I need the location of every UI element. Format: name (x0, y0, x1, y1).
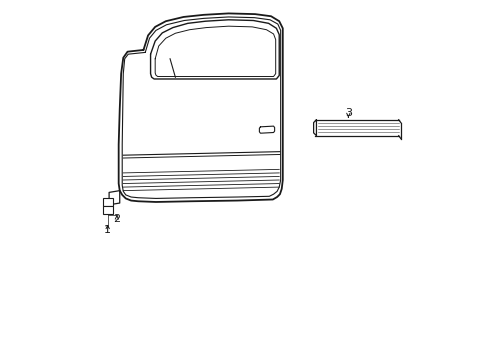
Bar (102, 206, 112, 214)
Text: 2: 2 (113, 214, 120, 224)
Text: 3: 3 (344, 108, 351, 118)
Text: 1: 1 (104, 225, 111, 235)
Bar (102, 198, 112, 206)
